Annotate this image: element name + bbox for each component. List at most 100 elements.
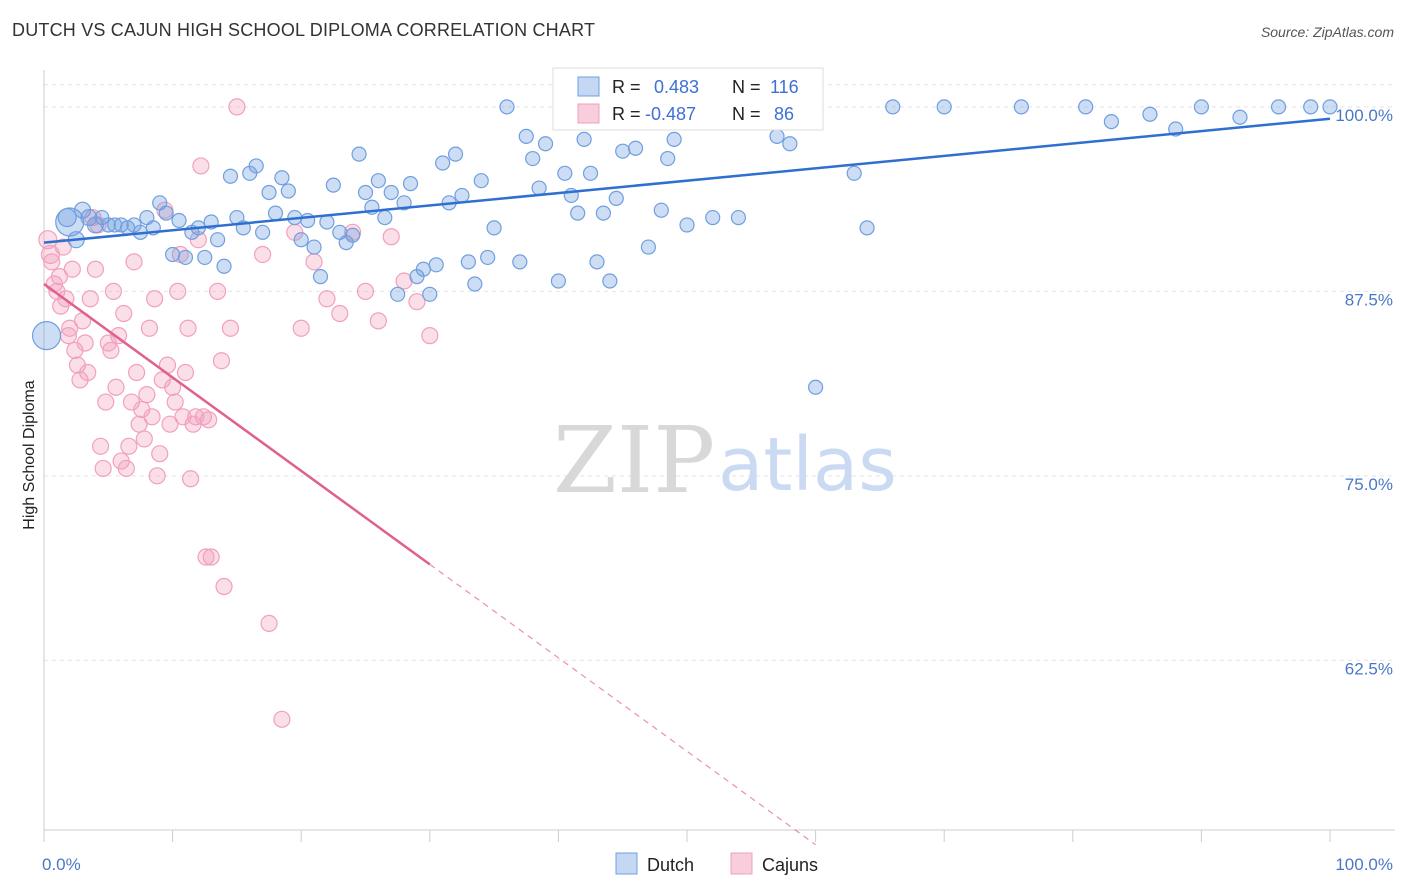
dutch-point-94: [705, 209, 721, 226]
cajun-point-39: [135, 430, 153, 448]
dutch-point-90: [660, 150, 676, 167]
cajun-point-63: [197, 548, 215, 566]
dutch-point-47: [351, 146, 367, 162]
cajun-point-11: [63, 260, 81, 278]
correlation-legend: R = 0.483 N = 116 R = -0.487 N = 86: [552, 67, 824, 131]
dutch-point-114: [1322, 99, 1338, 115]
legend-r-value-cajuns: -0.487: [645, 104, 696, 124]
dutch-point-98: [782, 136, 798, 152]
cajun-point-64: [200, 411, 218, 429]
legend-n-label-cajuns: N =: [732, 104, 761, 124]
dutch-point-110: [1193, 99, 1210, 115]
dutch-point-0: [31, 321, 62, 351]
dutch-point-107: [1103, 114, 1119, 130]
dutch-point-101: [846, 165, 862, 181]
dutch-point-106: [1078, 99, 1094, 115]
cajun-point-23: [94, 459, 112, 478]
bottom-legend-swatch-cajuns[interactable]: [730, 852, 753, 875]
cajun-point-68: [215, 577, 233, 596]
dutch-point-46: [345, 227, 361, 243]
dutch-point-69: [499, 99, 515, 115]
cajun-point-73: [273, 710, 291, 728]
dutch-point-19: [171, 212, 187, 229]
cajun-point-84: [408, 293, 426, 311]
dutch-point-97: [769, 128, 785, 145]
legend-n-value-cajuns: 86: [774, 104, 794, 124]
dutch-point-35: [274, 170, 290, 186]
source-label: Source: ZipAtlas.com: [1260, 24, 1394, 40]
dutch-point-62: [447, 146, 464, 162]
watermark-zip: ZIP: [553, 407, 715, 514]
dutch-point-91: [666, 131, 682, 147]
dutch-point-68: [486, 220, 502, 236]
dutch-point-50: [370, 173, 386, 189]
dutch-point-26: [216, 258, 232, 274]
cajun-point-5: [50, 268, 69, 286]
legend-swatch-dutch: [577, 76, 600, 97]
y-tick-label-1: 75.0%: [1345, 475, 1393, 494]
dutch-point-25: [210, 232, 226, 248]
dutch-point-104: [936, 99, 952, 115]
cajun-point-57: [182, 470, 200, 488]
x-tick-labels: 0.0% 100.0%: [42, 855, 1393, 874]
dutch-point-113: [1303, 99, 1319, 115]
dutch-point-41: [312, 269, 329, 285]
dutch-point-52: [383, 184, 399, 201]
dutch-point-43: [325, 177, 341, 193]
cajun-point-66: [209, 282, 227, 300]
dutch-point-38: [293, 232, 309, 248]
cajun-point-16: [76, 334, 94, 352]
cajun-point-40: [138, 386, 156, 404]
dutch-point-54: [396, 195, 412, 211]
y-tick-label-2: 87.5%: [1345, 290, 1393, 309]
dutch-point-80: [582, 165, 599, 181]
bottom-legend-swatch-dutch[interactable]: [615, 852, 638, 875]
cajun-point-52: [169, 282, 187, 300]
cajun-point-20: [86, 260, 105, 278]
dutch-point-71: [518, 128, 534, 145]
cajun-point-67: [212, 352, 231, 370]
dutch-point-89: [653, 202, 669, 218]
bottom-legend-label-cajuns[interactable]: Cajuns: [762, 855, 818, 875]
cajun-point-26: [102, 341, 120, 359]
cajun-point-80: [356, 282, 375, 300]
cajun-point-32: [117, 459, 135, 478]
dutch-point-34: [267, 205, 284, 221]
y-axis-label: High School Diploma: [21, 380, 38, 530]
dutch-point-108: [1142, 106, 1158, 122]
dutch-point-33: [261, 184, 277, 201]
dutch-point-58: [422, 286, 438, 302]
watermark: ZIP atlas: [553, 407, 897, 514]
dutch-point-76: [557, 165, 573, 181]
dutch-point-100: [807, 379, 824, 395]
dutch-point-73: [531, 180, 547, 196]
y-tick-labels: 62.5% 75.0% 87.5% 100.0%: [1335, 106, 1393, 678]
dutch-point-59: [428, 257, 444, 273]
cajun-point-35: [125, 253, 143, 271]
dutch-point-17: [158, 205, 174, 221]
dutch-point-40: [306, 239, 322, 255]
dutch-point-74: [537, 136, 554, 152]
bottom-legend-label-dutch[interactable]: Dutch: [647, 855, 694, 875]
dutch-point-48: [357, 184, 374, 201]
cajun-point-24: [97, 393, 115, 411]
cajun-point-45: [151, 445, 169, 463]
series-legend: Dutch Cajuns: [615, 852, 818, 875]
cajun-point-65: [202, 548, 220, 566]
cajun-point-43: [145, 290, 164, 308]
legend-n-value-dutch: 116: [770, 77, 799, 97]
dutch-point-103: [885, 99, 901, 115]
cajun-point-7: [54, 238, 72, 256]
dutch-point-27: [222, 168, 239, 184]
cajun-point-31: [115, 304, 133, 323]
dutch-point-18: [165, 246, 181, 263]
x-tick-label-0: 0.0%: [42, 855, 81, 874]
dutch-point-79: [576, 131, 592, 147]
dutch-point-95: [730, 209, 747, 226]
dutch-point-63: [454, 187, 470, 204]
cajun-point-10: [61, 319, 79, 337]
cajun-trend-line: [43, 282, 431, 566]
trend-lines: [43, 117, 1331, 846]
dutch-point-65: [467, 276, 483, 292]
cajun-point-81: [369, 312, 387, 330]
